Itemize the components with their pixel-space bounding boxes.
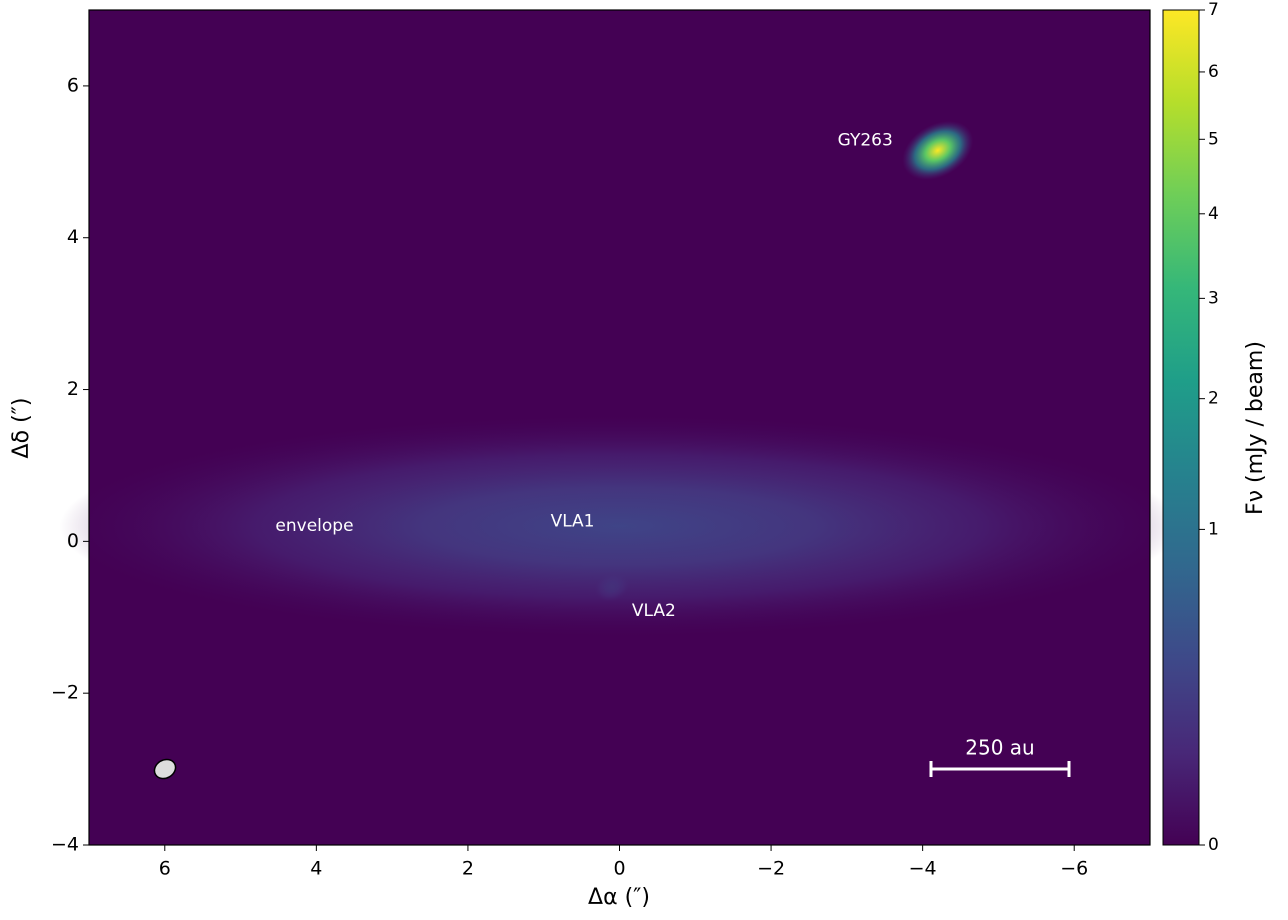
colorbar-label: Fν (mJy / beam)	[1243, 341, 1268, 515]
x-tick-label: 2	[462, 858, 474, 880]
x-tick-label: 4	[310, 858, 322, 880]
x-axis-label: Δα (″)	[588, 885, 650, 910]
source-label: VLA2	[632, 601, 676, 621]
colorbar	[1163, 10, 1199, 845]
chart: Δα (″) Δδ (″) 250 au Fν (mJy / beam) GY2…	[0, 0, 1288, 916]
x-tick-label: −6	[1060, 858, 1088, 880]
y-tick-label: −2	[51, 682, 79, 704]
y-axis-label: Δδ (″)	[9, 398, 34, 459]
source-label: GY263	[838, 130, 893, 150]
colorbar-tick-label: 3	[1208, 288, 1219, 308]
source-label: VLA1	[551, 511, 595, 531]
source-label: envelope	[275, 516, 353, 536]
colorbar-tick-label: 7	[1208, 0, 1219, 20]
colorbar-tick-label: 5	[1208, 129, 1219, 149]
x-tick-label: −2	[757, 858, 785, 880]
y-tick-label: 0	[67, 530, 79, 552]
colorbar-tick-label: 4	[1208, 204, 1219, 224]
x-tick-label: 6	[159, 858, 171, 880]
y-tick-label: 6	[67, 74, 79, 96]
colorbar-tick-label: 2	[1208, 389, 1219, 409]
x-tick-label: 0	[613, 858, 625, 880]
y-tick-label: 2	[67, 378, 79, 400]
image	[60, 10, 1180, 845]
colorbar-tick-label: 0	[1208, 835, 1219, 855]
y-tick-label: 4	[67, 226, 79, 248]
colorbar-tick-label: 1	[1208, 519, 1219, 539]
source-emission	[60, 416, 1180, 636]
x-tick-label: −4	[909, 858, 937, 880]
colorbar-tick-label: 6	[1208, 62, 1219, 82]
scale-bar-label: 250 au	[965, 736, 1034, 760]
y-tick-label: −4	[51, 834, 79, 856]
